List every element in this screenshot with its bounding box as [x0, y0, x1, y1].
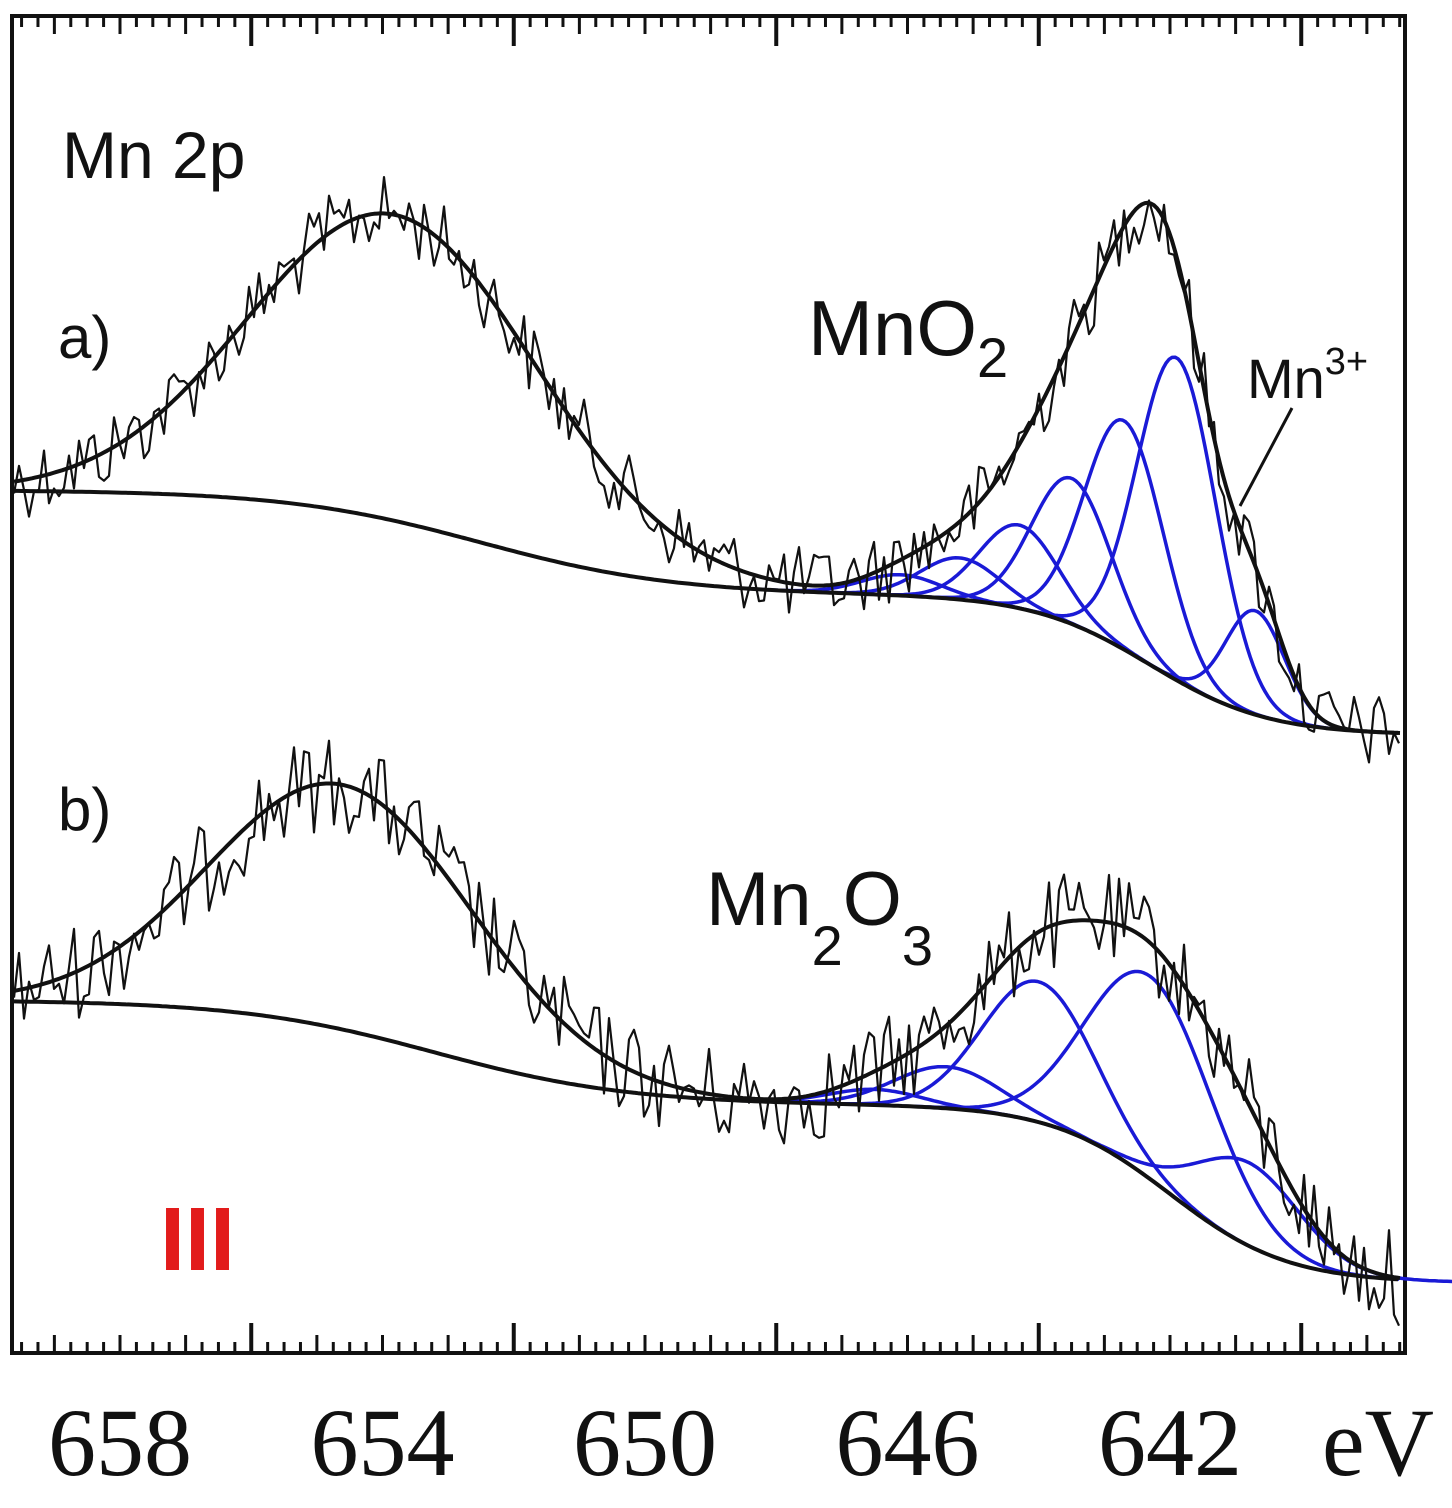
panel-label-b: b)	[58, 776, 111, 843]
component-peak	[815, 979, 1261, 1253]
envelope-fit	[13, 200, 1401, 735]
component-peak	[1018, 355, 1332, 731]
component-peak	[900, 969, 1400, 1282]
x-tick-label: 654	[311, 1389, 455, 1496]
component-peak	[861, 522, 1175, 681]
mno2-label-sub: 2	[977, 326, 1008, 389]
mn3-label-main: Mn	[1247, 347, 1325, 410]
x-tick-label: 646	[836, 1389, 980, 1496]
x-tick-labels: 658 654 650 646 642	[48, 1389, 1242, 1496]
mn2o3-label-sub1: 2	[812, 914, 843, 977]
x-axis-unit: eV	[1322, 1389, 1434, 1496]
mn3-label-sup: 3+	[1325, 341, 1368, 383]
raw-spectrum	[12, 176, 1400, 764]
fit-components	[690, 355, 1452, 1284]
mn2o3-label-mn: Mn	[706, 857, 812, 942]
mno2-label: MnO2	[808, 284, 1008, 389]
mn3-label: Mn3+	[1247, 341, 1368, 410]
component-peak	[690, 1087, 1058, 1130]
x-tick-label: 658	[48, 1389, 192, 1496]
component-peak	[966, 417, 1279, 723]
mn2o3-label: Mn2O3	[706, 857, 933, 977]
chart-title: Mn 2p	[62, 118, 245, 192]
axis-ticks	[20, 16, 1402, 1353]
background-line	[13, 999, 1399, 1282]
plot-frame	[10, 14, 1407, 1355]
background-line	[14, 488, 1399, 735]
panel-label-a: a)	[58, 304, 111, 371]
spectra	[12, 176, 1401, 1327]
component-peak	[736, 1064, 1158, 1186]
mn2o3-label-sub2: 3	[902, 914, 933, 977]
mno2-label-main: MnO	[808, 284, 977, 372]
envelope-fit	[13, 781, 1401, 1281]
x-tick-label: 650	[573, 1389, 717, 1496]
raw-spectrum	[12, 739, 1401, 1327]
mn3-pointer-line	[1238, 407, 1294, 507]
x-tick-label: 642	[1098, 1389, 1242, 1496]
red-marker: III	[160, 1190, 235, 1290]
mn2o3-label-o: O	[843, 857, 902, 942]
